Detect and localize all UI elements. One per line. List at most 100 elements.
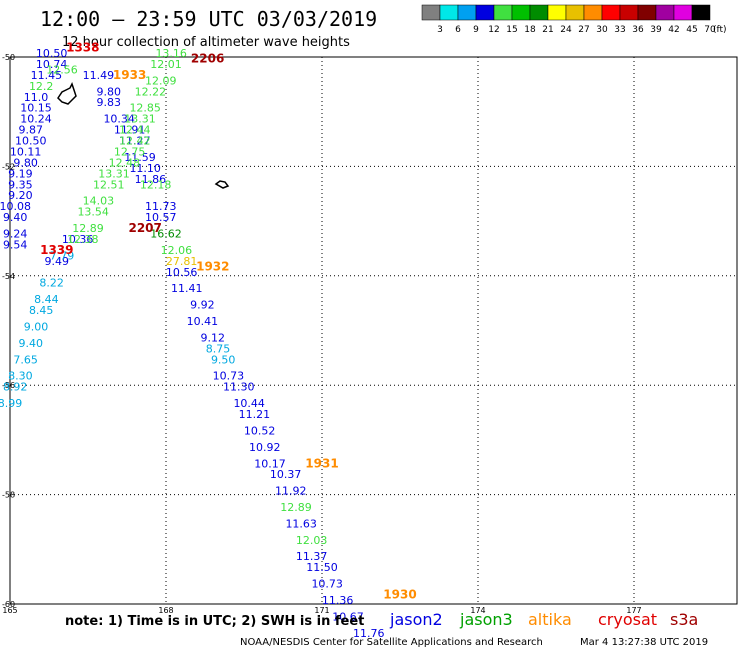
wave-height-jason2: 9.12 xyxy=(201,331,226,344)
x-axis-ticks: 165 168 171 174 177 xyxy=(2,606,641,615)
y-tick-label: -54 xyxy=(2,272,15,281)
campbell-island-shape xyxy=(214,180,230,189)
footer-credit: NOAA/NESDIS Center for Satellite Applica… xyxy=(240,637,543,648)
wave-height-jason3: 12.06 xyxy=(161,244,193,257)
legend-cryosat: cryosat xyxy=(598,610,657,629)
wave-height-jason2-low: 8.99 xyxy=(0,397,22,410)
wave-height-jason2: 10.50 xyxy=(15,135,47,148)
wave-height-jason2-low: 7.65 xyxy=(13,353,38,366)
colorbar-swatch-3 xyxy=(421,4,441,21)
wave-height-jason2: 10.15 xyxy=(20,102,52,115)
wave-height-jason2: 10.37 xyxy=(270,468,302,481)
legend-altika: altika xyxy=(528,610,572,629)
wave-height-jason3: 13.16 xyxy=(155,47,187,60)
wave-height-jason2: 9.35 xyxy=(8,178,33,191)
wave-height-jason2: 10.92 xyxy=(249,441,281,454)
wave-height-jason3: 12.18 xyxy=(140,178,172,191)
wave-height-jason3: 14.03 xyxy=(83,195,115,208)
colorbar-label-18: 18 xyxy=(524,25,536,35)
wave-height-jason2: 9.24 xyxy=(3,228,28,241)
wave-height-jason2: 9.92 xyxy=(190,299,215,312)
wave-height-jason2: 11.73 xyxy=(145,200,177,213)
wave-height-jason2: 11.10 xyxy=(129,162,161,175)
wave-height-jason2: 10.73 xyxy=(311,578,343,591)
wave-height-jason2: 11.0 xyxy=(24,91,49,104)
wave-height-jason2: 11.27 xyxy=(119,135,151,148)
x-tick-label: 168 xyxy=(158,606,173,615)
colorbar-swatch-27 xyxy=(565,4,585,21)
wave-height-jason3: 12.85 xyxy=(129,102,161,115)
legend-jason2: jason2 xyxy=(389,610,443,629)
chart-subtitle: 12 hour collection of altimeter wave hei… xyxy=(62,35,350,50)
colorbar-label-3: 3 xyxy=(437,25,443,35)
x-tick-label: 174 xyxy=(470,606,485,615)
wave-height-jason2: 10.74 xyxy=(36,58,68,71)
wave-height-jason2: 10.24 xyxy=(20,113,52,126)
colorbar-label-45: 45 xyxy=(686,25,697,35)
wave-height-jason3: 12.51 xyxy=(93,178,125,191)
wave-height-jason3: 12.75 xyxy=(114,145,146,158)
wave-height-jason2: 10.56 xyxy=(166,266,198,279)
wave-height-jason2-low: 7.79 xyxy=(50,249,75,262)
wave-height-jason2-low: 9.50 xyxy=(211,353,236,366)
wave-height-jason2: 11.21 xyxy=(239,408,271,421)
colorbar-label-70: 70 xyxy=(704,25,716,35)
wave-height-jason2-low: 8.75 xyxy=(206,342,231,355)
wave-height-jason2: 11.76 xyxy=(353,627,385,640)
wave-height-jason2: 11.36 xyxy=(322,594,354,607)
plot-frame xyxy=(9,56,738,605)
wave-height-jason2-low: 8.45 xyxy=(29,304,54,317)
wave-height-jason3: 12.48 xyxy=(109,156,141,169)
wave-height-jason2: 10.44 xyxy=(233,397,265,410)
colorbar-label-21: 21 xyxy=(542,25,553,35)
wave-height-jason2: 11.92 xyxy=(275,485,307,498)
wave-height-jason2: 11.50 xyxy=(306,561,338,574)
wave-height-jason2: 10.34 xyxy=(103,113,135,126)
pass-time-altika: 1930 xyxy=(383,588,416,602)
colorbar-swatch-15 xyxy=(493,4,513,21)
y-axis-ticks: -50 -52 -54 -56 -58 -60 xyxy=(2,53,15,609)
wave-height-jason2: 10.73 xyxy=(213,370,245,383)
colorbar-swatch-45 xyxy=(673,4,693,21)
colorbar-swatch-36 xyxy=(619,4,639,21)
colorbar-label-24: 24 xyxy=(560,25,572,35)
data-marks: 10.5010.7411.4511.010.1510.249.8710.5010… xyxy=(0,47,385,640)
colorbar-label-12: 12 xyxy=(488,25,499,35)
wave-height-jason2: 10.08 xyxy=(0,200,31,213)
wave-height-jason2-low: 8.30 xyxy=(8,370,33,383)
colorbar-label-36: 36 xyxy=(632,25,644,35)
wave-height-jason2: 9.49 xyxy=(45,255,70,268)
wave-height-jason3: 12.44 xyxy=(119,124,151,137)
wave-height-jason2: 9.83 xyxy=(97,96,122,109)
wave-height-jason3: 13.54 xyxy=(77,206,109,219)
wave-height-jason2: 9.87 xyxy=(19,124,44,137)
colorbar-swatch-9 xyxy=(457,4,477,21)
x-tick-label: 171 xyxy=(314,606,329,615)
wave-height-jason2: 9.80 xyxy=(13,156,38,169)
wave-height-jason2: 10.41 xyxy=(187,315,219,328)
wave-height-jason3: 12.03 xyxy=(296,534,328,547)
wave-height-jason3: 13.31 xyxy=(124,113,156,126)
wave-height-jason2: 9.19 xyxy=(8,167,33,180)
wave-height-jason2: 9.54 xyxy=(3,238,28,251)
wave-height-jason3: 12.89 xyxy=(72,222,104,235)
colorbar-swatch-39 xyxy=(637,4,657,21)
wave-height-jason2: 10.57 xyxy=(145,211,177,224)
footer-timestamp: Mar 4 13:27:38 UTC 2019 xyxy=(580,637,708,648)
wave-height-jason2: 10.67 xyxy=(332,610,364,623)
wave-height-jason2: 11.45 xyxy=(31,69,63,82)
colorbar-label-33: 33 xyxy=(614,25,625,35)
wave-height-altika: 27.81 xyxy=(166,255,198,268)
colorbar-swatch-24 xyxy=(547,4,567,21)
pass-time-cryosat: 1338 xyxy=(66,41,99,55)
wave-height-jason2: 10.52 xyxy=(244,424,276,437)
pass-time-altika: 1932 xyxy=(196,259,229,273)
auckland-islands-shape xyxy=(57,82,77,105)
colorbar-label-9: 9 xyxy=(473,25,479,35)
wave-height-jason2-low: 8.44 xyxy=(34,293,59,306)
colorbar-label-30: 30 xyxy=(596,25,608,35)
chart-title: 12:00 – 23:59 UTC 03/03/2019 xyxy=(40,7,377,31)
pass-time-s3a: 2206 xyxy=(191,51,224,65)
